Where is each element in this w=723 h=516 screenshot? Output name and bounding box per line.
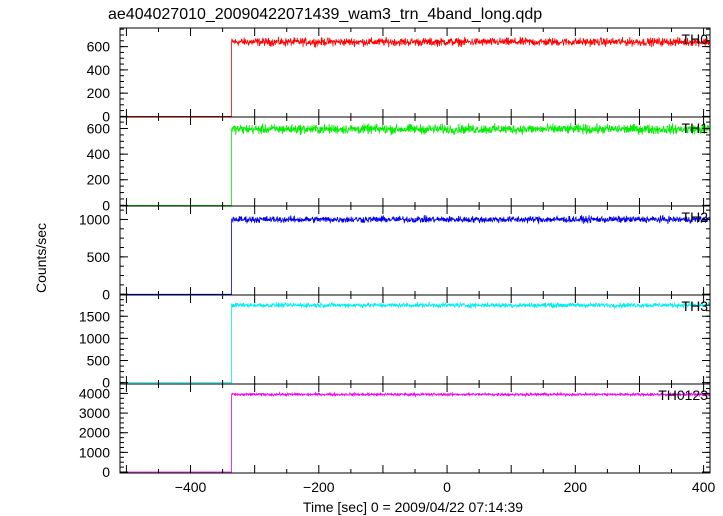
x-tick-label: 0 (443, 479, 451, 495)
y-tick-label: 1000 (79, 444, 110, 460)
x-tick-label: −400 (175, 479, 207, 495)
y-tick-label: 600 (87, 39, 111, 55)
y-tick-label: 2000 (79, 425, 110, 441)
series-line-th0123 (120, 391, 711, 473)
y-tick-label: 1000 (79, 211, 110, 227)
panel-th1: 0 200 400 600 TH1 (87, 116, 711, 213)
x-axis-label: Time [sec] 0 = 2009/04/22 07:14:39 (303, 499, 523, 515)
panel-frame (119, 383, 711, 474)
y-tick-label: 0 (102, 464, 110, 480)
chart-title: ae404027010_20090422071439_wam3_trn_4ban… (108, 6, 542, 23)
panel-label: TH1 (682, 120, 709, 136)
panel-label: TH2 (682, 209, 709, 225)
series-line-th3 (120, 300, 711, 384)
y-tick-label: 0 (102, 375, 110, 391)
panel-th0: 0 200 400 600 TH0 (87, 27, 711, 124)
y-tick-label: 0 (102, 108, 110, 124)
x-tick-label: −200 (303, 479, 335, 495)
y-tick-label: 400 (87, 146, 111, 162)
panel-th0123: 0 1000 2000 3000 4000 TH0123 (79, 383, 711, 480)
y-tick-label: 400 (87, 62, 111, 78)
series-line-th0 (120, 36, 711, 117)
y-tick-label: 200 (87, 85, 111, 101)
y-tick-label: 4000 (79, 385, 110, 401)
y-tick-label: 200 (87, 172, 111, 188)
x-tick-label: 400 (692, 479, 716, 495)
series-line-th1 (120, 122, 711, 206)
y-tick-label: 3000 (79, 405, 110, 421)
panel-th3: 0 500 1000 1500 TH3 (79, 294, 711, 391)
y-tick-label: 500 (87, 249, 111, 265)
panel-th2: 0 500 1000 TH2 (79, 205, 711, 302)
y-tick-label: 0 (102, 286, 110, 302)
panel-frame (119, 294, 711, 385)
x-tick-label: 200 (564, 479, 588, 495)
panel-label: TH3 (682, 298, 709, 314)
y-axis-label: Counts/sec (33, 223, 49, 293)
panel-label: TH0 (682, 31, 709, 47)
panel-label: TH0123 (658, 387, 708, 403)
series-line-th2 (120, 214, 711, 295)
panel-group: 0 200 400 600 TH0 0 200 400 600 TH1 0 500 1000 TH2 0 50… (79, 27, 716, 495)
y-tick-label: 600 (87, 121, 111, 137)
y-tick-label: 0 (102, 197, 110, 213)
y-tick-label: 500 (87, 353, 111, 369)
y-tick-label: 1000 (79, 330, 110, 346)
y-tick-label: 1500 (79, 308, 110, 324)
